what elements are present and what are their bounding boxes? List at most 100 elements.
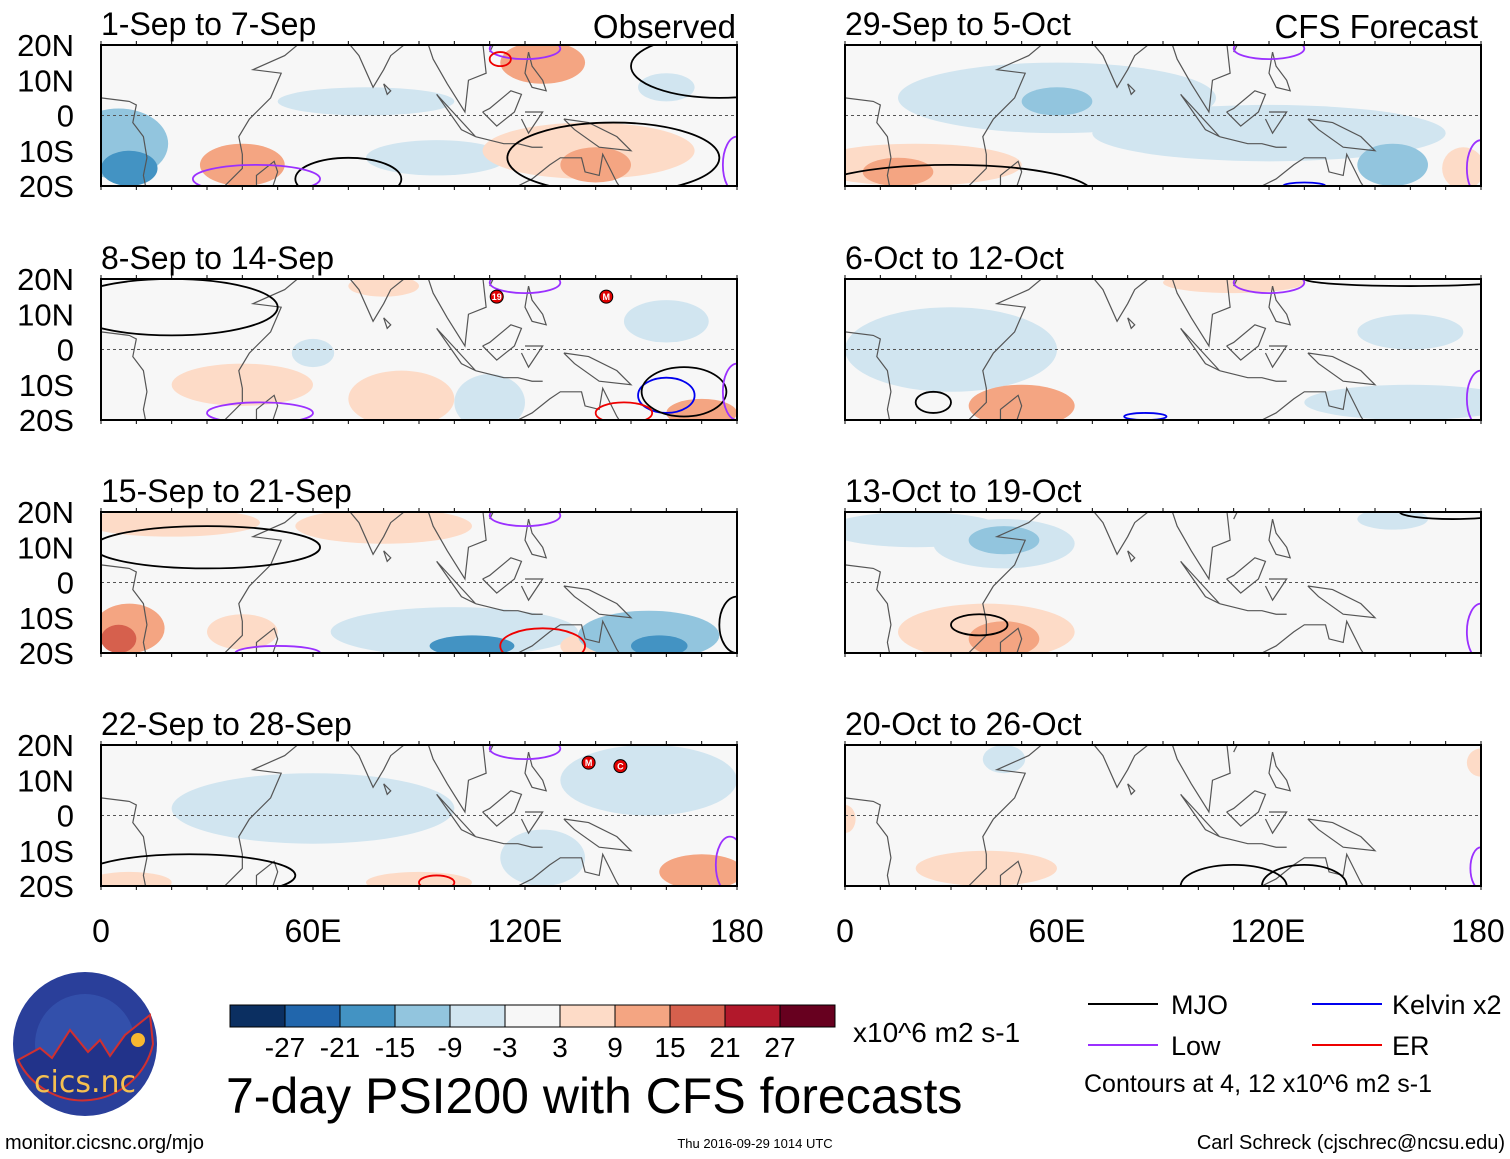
er-contour: [499, 627, 586, 653]
coastline: [516, 386, 620, 420]
lat-label: 20N: [17, 728, 74, 763]
coastline: [968, 512, 1043, 653]
anomaly-region: [348, 279, 419, 297]
low-contour: [488, 745, 562, 760]
anomaly-region: [659, 854, 737, 886]
coastline: [482, 324, 523, 361]
lat-label: 10S: [19, 601, 74, 636]
coastline: [520, 578, 544, 602]
coastline: [1127, 550, 1136, 563]
coastline: [845, 797, 892, 886]
tropical-cyclone-icon: M: [581, 755, 596, 770]
anomaly-region: [101, 150, 158, 186]
kelvin-legend-label: Kelvin x2: [1392, 990, 1502, 1020]
coastline: [520, 111, 544, 135]
coastline: [516, 619, 620, 653]
footer-author: Carl Schreck (cjschrec@ncsu.edu): [1197, 1132, 1505, 1154]
coastline: [475, 836, 543, 848]
colorbar-swatch: [669, 1004, 726, 1028]
coastline: [1268, 751, 1292, 792]
mjo-contour: [1398, 512, 1481, 520]
er-legend-label: ER: [1392, 1031, 1430, 1061]
lat-label: 0: [57, 99, 74, 134]
mjo-contour: [914, 390, 952, 414]
lat-label: 20S: [19, 403, 74, 438]
low-contour: [1232, 279, 1306, 294]
footer-url[interactable]: monitor.cicsnc.org/mjo: [5, 1132, 204, 1154]
coastline: [383, 550, 392, 563]
colorbar-units: x10^6 m2 s-1: [853, 1017, 1020, 1048]
lat-label: 0: [57, 799, 74, 834]
legend: MJO Low Kelvin x2 ER Contours at 4, 12 x…: [1084, 990, 1502, 1098]
coastline: [524, 51, 548, 92]
low-contour: [206, 401, 314, 420]
lon-label: 0: [836, 913, 854, 949]
lat-label: 20N: [17, 262, 74, 297]
coastline: [845, 97, 892, 186]
coastline: [1307, 118, 1377, 152]
colorbar-tick: -9: [438, 1032, 463, 1063]
anomaly-region: [631, 635, 688, 653]
coastline: [1093, 745, 1231, 814]
coastline: [1269, 727, 1273, 738]
map-panel: 6-Oct to 12-Oct: [844, 240, 1482, 424]
coastline: [524, 285, 548, 326]
coastline: [1269, 261, 1273, 272]
lon-label: 60E: [285, 913, 342, 949]
mjo-contour: [1303, 279, 1481, 287]
coastline: [255, 860, 279, 886]
coastline: [563, 585, 633, 619]
tropical-cyclone-icon: C: [613, 759, 628, 774]
panel-title: 15-Sep to 21-Sep: [101, 473, 352, 509]
cyclone-label: 19: [492, 292, 502, 302]
lon-axis-left: 0 60E 120E 180: [92, 913, 764, 949]
low-contour: [488, 279, 562, 294]
coastline: [1264, 578, 1288, 602]
anomaly-region: [295, 512, 472, 544]
coastline: [255, 160, 279, 186]
mjo-contour: [950, 613, 1009, 637]
colorbar-tick: -15: [375, 1032, 415, 1063]
coastline: [1219, 603, 1287, 615]
coastline: [520, 811, 544, 835]
anomaly-region: [638, 73, 695, 102]
coastline: [349, 45, 487, 114]
coastline: [1260, 852, 1364, 886]
colorbar-tick: -3: [493, 1032, 518, 1063]
observed-header: Observed: [593, 8, 736, 45]
colorbar-swatch: [504, 1004, 561, 1028]
anomaly-region: [560, 147, 631, 183]
coastline: [999, 627, 1023, 653]
colorbar-tick: 27: [764, 1032, 795, 1063]
panel-title: 8-Sep to 14-Sep: [101, 240, 334, 276]
coastline: [482, 90, 523, 127]
coastline: [255, 627, 279, 653]
coastline: [999, 394, 1023, 420]
coastline: [516, 852, 620, 886]
anomaly-region: [330, 607, 578, 653]
low-contour: [488, 512, 562, 527]
coastline: [1226, 90, 1267, 127]
mjo-contour: [640, 366, 728, 418]
panel-title: 22-Sep to 28-Sep: [101, 706, 352, 742]
kelvin-contour: [637, 376, 696, 414]
coastline: [101, 331, 148, 420]
contours-note: Contours at 4, 12 x10^6 m2 s-1: [1084, 1070, 1432, 1098]
coastline: [1219, 836, 1287, 848]
panel-title: 13-Oct to 19-Oct: [845, 473, 1082, 509]
low-contour: [714, 835, 737, 886]
colorbar-swatch: [559, 1004, 616, 1028]
colorbar-swatch: [394, 1004, 451, 1028]
anomaly-region: [171, 363, 313, 406]
cicsnc-logo: cics.nc: [13, 972, 157, 1116]
coastline: [482, 790, 523, 827]
anomaly-region: [1466, 748, 1481, 777]
colorbar-swatch: [779, 1004, 836, 1028]
coastline: [845, 331, 892, 420]
lat-label: 10N: [17, 297, 74, 332]
coastline: [1268, 285, 1292, 326]
coastline: [563, 352, 633, 386]
anomaly-region: [968, 526, 1040, 555]
